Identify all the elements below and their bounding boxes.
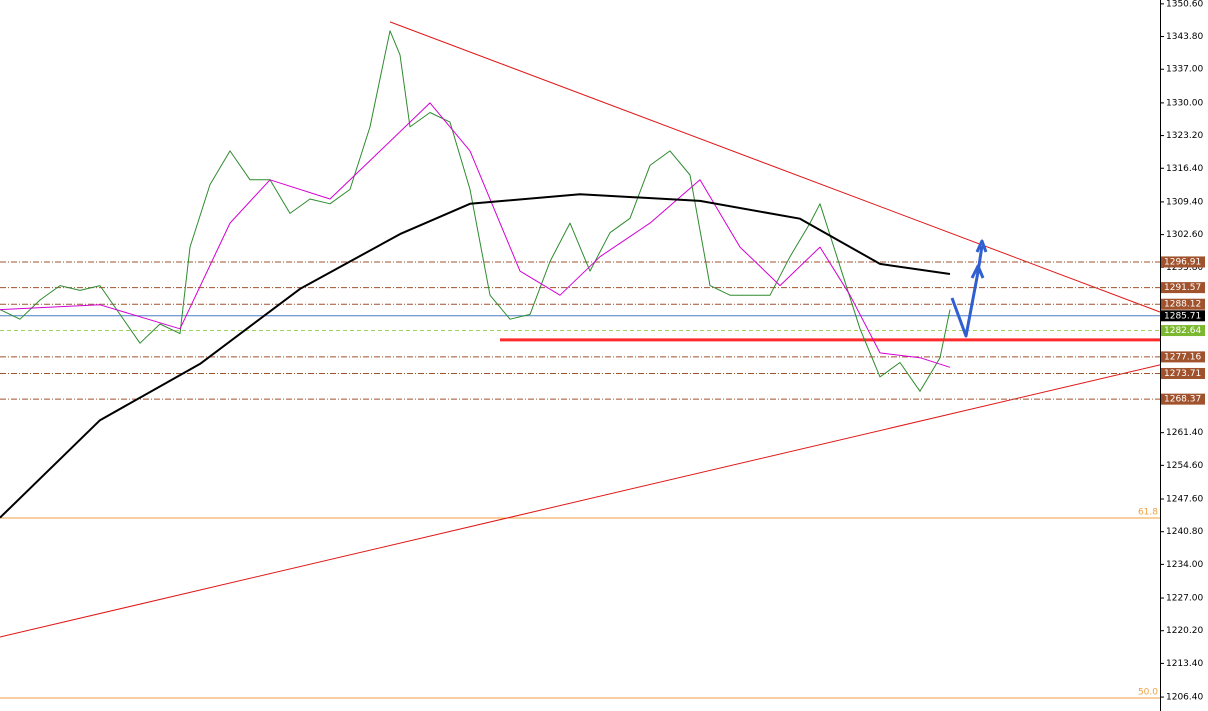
y-tick-label: 1261.40 bbox=[1166, 428, 1203, 438]
series-line bbox=[0, 193, 951, 519]
series-line bbox=[0, 102, 951, 368]
projection-arrows bbox=[950, 239, 988, 338]
level-label: 1296.91 bbox=[1164, 257, 1201, 267]
level-box bbox=[1161, 325, 1205, 337]
y-tick-label: 1247.60 bbox=[1166, 494, 1203, 504]
level-box bbox=[1161, 298, 1205, 310]
level-box bbox=[1161, 367, 1205, 379]
level-label: 1291.57 bbox=[1164, 283, 1201, 293]
fib-label: 50.0 bbox=[1138, 688, 1158, 698]
y-tick-label: 1295.80 bbox=[1166, 263, 1203, 273]
y-tick-label: 1240.80 bbox=[1166, 527, 1203, 537]
level-box bbox=[1161, 282, 1205, 294]
fib-label: 61.8 bbox=[1138, 507, 1158, 517]
y-tick-label: 1330.00 bbox=[1166, 98, 1203, 108]
trendline bbox=[0, 364, 1161, 638]
level-box bbox=[1161, 351, 1205, 363]
y-tick-label: 1206.40 bbox=[1166, 693, 1203, 703]
level-box bbox=[1161, 256, 1205, 268]
y-tick-label: 1227.00 bbox=[1166, 594, 1203, 604]
y-tick-label: 1343.80 bbox=[1166, 32, 1203, 42]
y-tick-label: 1337.00 bbox=[1166, 65, 1203, 75]
y-tick-label: 1302.60 bbox=[1166, 230, 1203, 240]
trendline bbox=[389, 21, 1161, 313]
y-tick-label: 1220.20 bbox=[1166, 626, 1203, 636]
level-label: 1282.64 bbox=[1164, 326, 1201, 336]
y-tick-label: 1213.40 bbox=[1166, 659, 1203, 669]
level-label: 1268.37 bbox=[1164, 395, 1201, 405]
level-label: 1277.16 bbox=[1164, 352, 1201, 362]
y-tick-label: 1309.40 bbox=[1166, 197, 1203, 207]
level-label: 1285.71 bbox=[1164, 311, 1201, 321]
level-box bbox=[1161, 393, 1205, 405]
level-label: 1288.12 bbox=[1164, 300, 1201, 310]
y-tick-label: 1350.60 bbox=[1166, 0, 1203, 9]
y-tick-label: 1234.00 bbox=[1166, 560, 1203, 570]
y-tick-label: 1323.20 bbox=[1166, 131, 1203, 141]
series-line bbox=[0, 30, 951, 392]
level-box bbox=[1161, 310, 1205, 322]
y-tick-label: 1316.40 bbox=[1166, 164, 1203, 174]
level-label: 1273.71 bbox=[1164, 369, 1201, 379]
y-tick-label: 1254.60 bbox=[1166, 461, 1203, 471]
